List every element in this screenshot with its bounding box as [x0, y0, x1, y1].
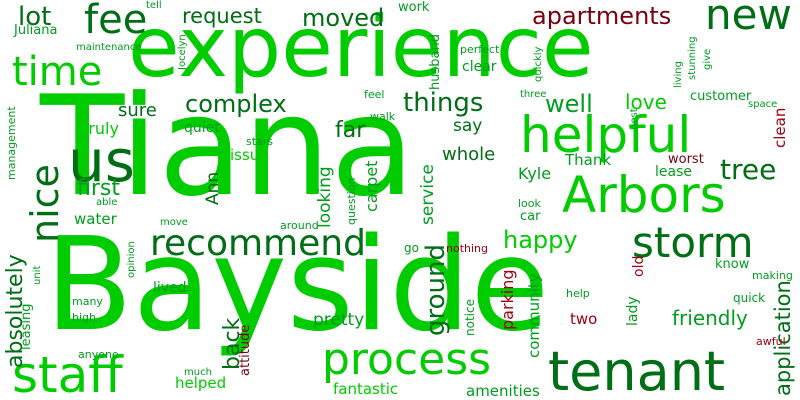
word: staff [12, 346, 123, 400]
word: high [72, 311, 96, 324]
word: clear [462, 59, 497, 75]
word: parking [498, 269, 517, 330]
word: new [705, 0, 792, 39]
word: process [322, 334, 492, 385]
word: feel [364, 88, 385, 101]
word: Ann [203, 171, 223, 205]
word: well [545, 90, 593, 118]
word: making [752, 269, 793, 282]
word: tell [146, 0, 162, 11]
word: Juliana [14, 23, 58, 38]
word: looking [315, 166, 335, 228]
word: Jocelyn [177, 34, 188, 70]
word: walk [370, 110, 396, 123]
word: Thank [565, 151, 612, 169]
word: stunning [687, 36, 698, 80]
word: recommend [150, 223, 366, 264]
word: pretty [313, 310, 365, 330]
word: service [418, 164, 438, 225]
word: stars [246, 135, 274, 148]
word: leasing [19, 303, 34, 350]
word: Kyle [518, 164, 552, 183]
word: around [280, 219, 319, 232]
word: best [629, 108, 640, 130]
word: many [72, 295, 103, 308]
word: know [715, 257, 750, 272]
word: amenities [466, 382, 540, 400]
word: fee [84, 0, 148, 43]
word: apartments [532, 2, 672, 30]
word: worst [668, 152, 704, 167]
word: much [184, 367, 212, 378]
word: able [96, 197, 118, 208]
word: give [702, 48, 713, 70]
word: Bayside [45, 211, 550, 360]
word: quick [733, 291, 766, 305]
word: water [74, 210, 117, 228]
word: quickly [533, 46, 544, 82]
word: storm [632, 218, 754, 267]
word: two [570, 310, 598, 328]
word: us [68, 127, 135, 195]
word: community [525, 273, 543, 358]
word: happy [503, 226, 578, 254]
word: unit [32, 265, 43, 285]
word: opinion [126, 241, 137, 278]
word: tenant [548, 340, 726, 400]
word: Tiana [40, 66, 415, 227]
word: old [631, 255, 647, 277]
word: ground [421, 244, 451, 336]
word: carpet [362, 160, 381, 212]
word: experience [128, 0, 594, 96]
word: three [520, 89, 547, 100]
word: maintenance [76, 42, 142, 53]
word: lease [655, 164, 692, 180]
word: notice [463, 299, 477, 336]
word: helped [175, 374, 227, 392]
word: Arbors [562, 166, 726, 224]
word: time [12, 49, 103, 95]
word: lived [153, 280, 187, 296]
word: tree [720, 153, 777, 186]
word: car [520, 209, 541, 224]
word: help [566, 287, 590, 300]
word: work [398, 0, 430, 15]
word: request [182, 4, 262, 28]
word: love [625, 90, 667, 114]
word: question [345, 177, 358, 225]
word: fantastic [333, 380, 399, 398]
word: move [160, 217, 188, 228]
word: truly [82, 119, 119, 138]
word: issue [230, 146, 269, 164]
word: look [518, 197, 541, 210]
word: nothing [446, 242, 488, 255]
word: moved [302, 4, 385, 32]
word: customer [690, 89, 752, 104]
word: say [453, 116, 483, 136]
word: living [673, 61, 684, 88]
word: whole [442, 144, 496, 165]
word: nice [23, 164, 67, 243]
word: quiet [184, 120, 220, 136]
word: management [5, 106, 18, 180]
word: anyone [78, 348, 119, 361]
word: things [403, 88, 484, 118]
word: sure [118, 100, 157, 121]
word: lot [18, 2, 52, 32]
word: awful [756, 335, 786, 348]
word: husband [428, 34, 443, 90]
word: attitude [238, 324, 253, 376]
word: far [335, 118, 366, 143]
word: space [748, 99, 778, 110]
word: complex [185, 90, 287, 118]
word: clean [771, 107, 789, 148]
word: perfect [460, 43, 500, 56]
word: first [77, 176, 120, 201]
word: lady [625, 296, 641, 326]
word: friendly [672, 306, 748, 330]
word: helpful [520, 106, 692, 164]
word: go [404, 241, 419, 255]
